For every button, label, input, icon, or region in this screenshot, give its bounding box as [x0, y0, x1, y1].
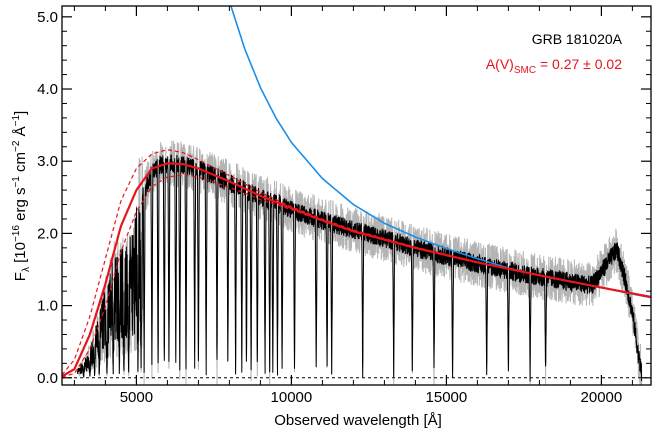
y-tick-label: 2.0: [37, 225, 58, 242]
spectrum-layer: [77, 154, 643, 382]
y-label-open: [10: [12, 242, 29, 267]
error-spectrum-line: [77, 140, 643, 386]
y-tick-label: 4.0: [37, 81, 58, 98]
model-upper-line: [62, 149, 651, 376]
y-label-unit2: cm: [12, 152, 29, 176]
y-label-close: ]: [12, 111, 29, 115]
error-spectrum-layer: [77, 140, 643, 386]
x-tick-label: 20000: [581, 389, 623, 406]
y-label-symbol-sub: λ: [21, 267, 32, 272]
tick-labels-layer: 5000 10000 15000 20000 0.0 1.0 2.0 3.0 4.0 5.0: [37, 9, 622, 406]
x-tick-label: 15000: [426, 389, 468, 406]
extinction-value: = 0.27 ± 0.02: [536, 56, 622, 72]
y-label-unit3: Å: [12, 126, 29, 140]
y-tick-label: 0.0: [37, 370, 58, 387]
y-tick-label: 1.0: [37, 298, 58, 315]
y-label-exp1: −1: [11, 176, 22, 188]
extinction-sub: SMC: [514, 65, 536, 76]
plot-frame: [61, 5, 652, 386]
y-tick-label: 3.0: [37, 153, 58, 170]
y-label-unit1: erg s: [12, 188, 29, 226]
y-label-symbol: F: [12, 272, 29, 281]
y-tick-label: 5.0: [37, 9, 58, 26]
x-axis-label: Observed wavelength [Å]: [274, 412, 442, 429]
extinction-label: A(V)SMC = 0.27 ± 0.02: [486, 56, 622, 76]
model-lower-line: [62, 174, 651, 378]
grb-name-label: GRB 181020A: [532, 31, 623, 47]
y-label-exp3: −1: [11, 115, 22, 127]
y-label-exp: −16: [11, 225, 22, 242]
ticks-layer: [62, 6, 651, 385]
extinction-prefix: A(V): [486, 56, 514, 72]
x-tick-label: 10000: [271, 389, 313, 406]
y-axis-label: Fλ [10−16 erg s−1 cm−2 Å−1]: [11, 111, 32, 281]
y-label-exp2: −2: [11, 140, 22, 152]
model-layer: [62, 149, 651, 378]
x-tick-label: 5000: [120, 389, 153, 406]
spectrum-line: [77, 154, 643, 382]
